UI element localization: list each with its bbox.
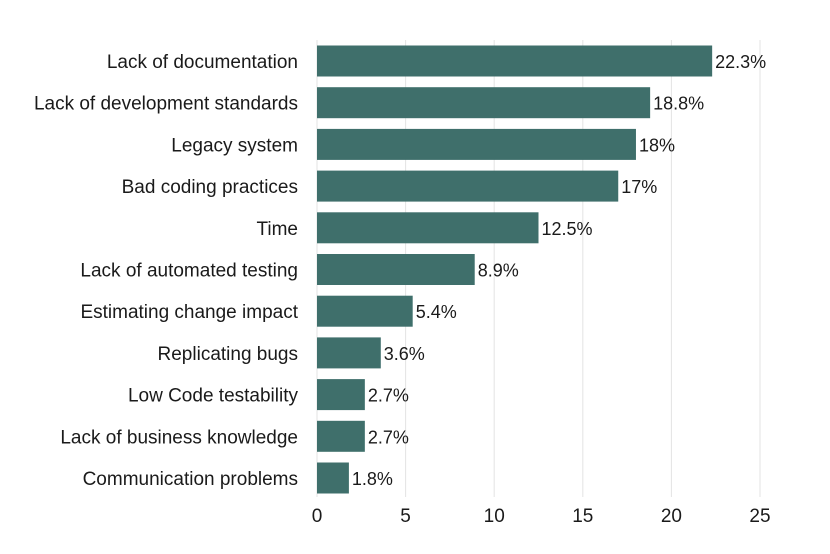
x-tick-label: 5: [400, 506, 411, 527]
data-label: 1.8%: [352, 469, 393, 489]
category-label: Low Code testability: [128, 386, 299, 407]
x-axis-ticks: 0 5 10 15 20 25: [312, 506, 771, 527]
category-label: Lack of business knowledge: [60, 427, 298, 448]
category-label: Time: [256, 219, 298, 240]
bar: [317, 254, 475, 285]
data-label: 18%: [639, 135, 675, 155]
category-label: Lack of automated testing: [80, 261, 298, 282]
data-label: 17%: [621, 177, 657, 197]
bar: [317, 462, 349, 494]
bar: [317, 45, 713, 77]
bar: [317, 212, 539, 244]
bar: [317, 420, 365, 452]
category-label: Bad coding practices: [122, 177, 298, 198]
category-label: Replicating bugs: [158, 344, 298, 365]
data-label: 2.7%: [368, 386, 409, 406]
bar: [317, 87, 651, 119]
x-tick-label: 10: [484, 506, 505, 527]
data-label: 8.9%: [478, 261, 519, 281]
x-tick-label: 20: [661, 506, 682, 527]
bar: [317, 337, 381, 369]
category-labels: Lack of documentation Lack of development…: [34, 52, 299, 490]
value-labels: 22.3% 18.8% 18% 17% 12.5% 8.9% 5.4% 3.6% 2.7% 2.7…: [352, 52, 766, 489]
data-label: 5.4%: [416, 302, 457, 322]
bars: [317, 45, 713, 494]
data-label: 18.8%: [653, 94, 704, 114]
category-label: Legacy system: [171, 135, 298, 156]
data-label: 12.5%: [542, 219, 593, 239]
data-label: 22.3%: [715, 52, 766, 72]
bar: [317, 295, 413, 327]
bar: [317, 128, 636, 160]
category-label: Lack of documentation: [107, 52, 298, 73]
category-label: Estimating change impact: [80, 302, 298, 323]
x-tick-label: 25: [749, 506, 770, 527]
bar: [317, 170, 619, 202]
x-tick-label: 15: [572, 506, 593, 527]
category-label: Communication problems: [83, 469, 298, 490]
data-label: 2.7%: [368, 427, 409, 447]
x-tick-label: 0: [312, 506, 323, 527]
data-label: 3.6%: [384, 344, 425, 364]
bar: [317, 379, 365, 411]
category-label: Lack of development standards: [34, 94, 298, 115]
